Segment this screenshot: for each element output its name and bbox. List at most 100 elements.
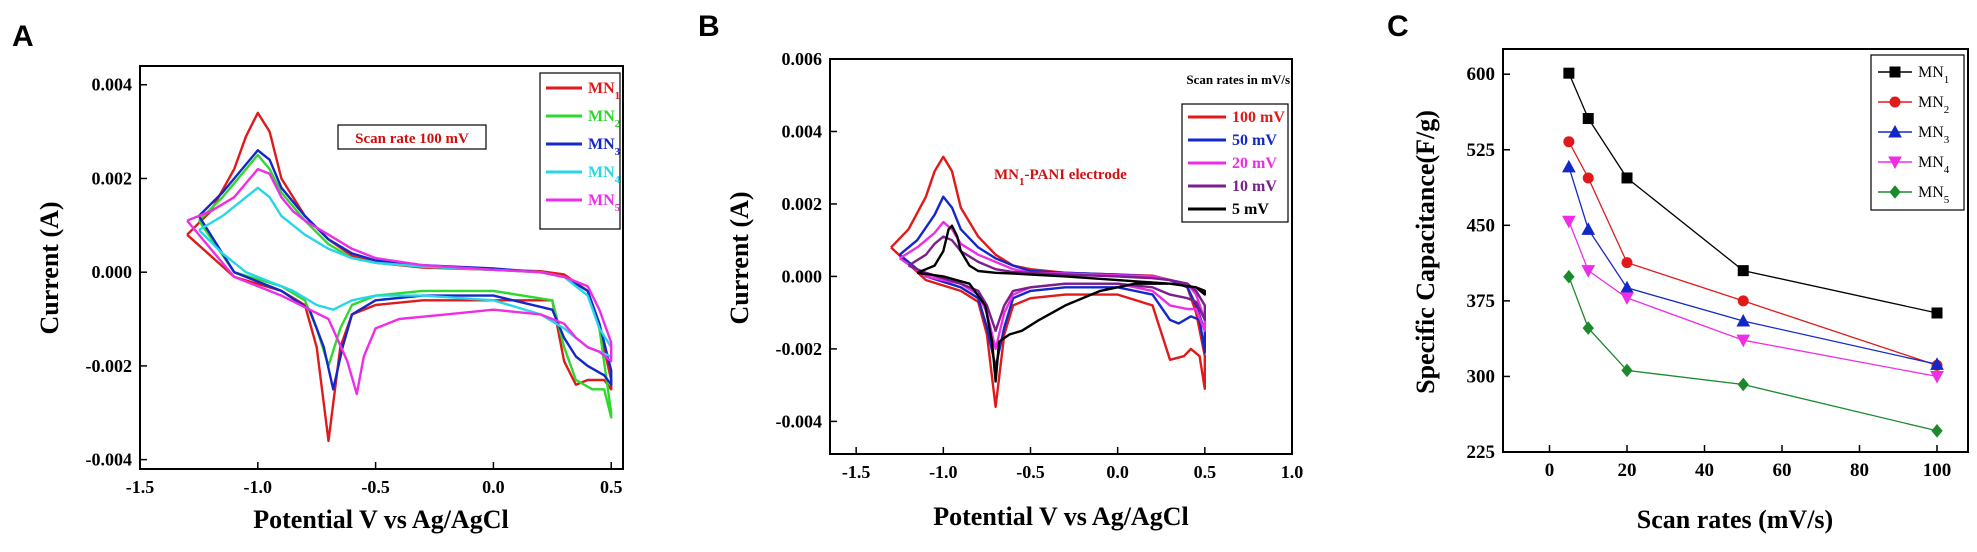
chart-c-legend-marker-4 [1888, 156, 1902, 170]
chart-c-point-5 [1737, 377, 1749, 392]
chart-a-annotation-box: Scan rate 100 mV [337, 124, 487, 150]
chart-c-point-5 [1563, 269, 1575, 284]
chart-a-series [186, 111, 613, 443]
chart-b-annotation-2: MN1-PANI electrode [994, 167, 1127, 188]
chart-c-series-line-5 [1568, 276, 1938, 432]
chart-a-legend-label-2: MN2 [588, 108, 621, 130]
chart-c-xtick-label: 80 [1850, 460, 1869, 481]
chart-a-ytick-label: 0.000 [92, 262, 133, 282]
chart-c-legend-label-1: MN1 [1918, 64, 1949, 86]
chart-a-frame [139, 65, 624, 470]
chart-a-annotation-frame [337, 124, 487, 150]
chart-c-ytick-label: 600 [1467, 64, 1496, 85]
chart-b-ytick-label: 0.004 [782, 121, 823, 141]
chart-b-xtick-label: -1.5 [842, 462, 871, 482]
chart-c-point-1 [1621, 172, 1633, 184]
chart-b-ytick-label: -0.002 [776, 339, 823, 359]
chart-c-ylabel: Specific Capacitance(F/g) [1411, 110, 1440, 394]
chart-b-annotation-2-text: -PANI electrode [1025, 167, 1128, 183]
panel-label-a: A [12, 20, 34, 53]
chart-a-xtick-label: -0.5 [361, 477, 390, 497]
chart-a-ytick-label: 0.004 [92, 75, 133, 95]
chart-a-series-line-5 [186, 167, 613, 396]
chart-b-annotation-2-prefix: MN [994, 167, 1019, 183]
chart-c-point-4 [1930, 370, 1944, 384]
chart-a-ylabel: Current (A) [35, 201, 64, 334]
chart-b-legend-label-1: 100 mV [1232, 109, 1285, 126]
chart-c-ytick-label: 450 [1467, 215, 1496, 236]
chart-c-point-5 [1931, 424, 1943, 438]
chart-c-point-2 [1563, 136, 1575, 148]
chart-c-point-3 [1562, 159, 1576, 173]
chart-b-series-line-1 [890, 155, 1206, 409]
chart-b-series-line-2 [898, 195, 1206, 369]
chart-c-ytick-label: 375 [1467, 291, 1496, 312]
chart-b-xtick-label: -1.0 [929, 462, 958, 482]
chart-c-point-5 [1621, 363, 1633, 378]
chart-c-xtick-label: 40 [1695, 460, 1714, 481]
chart-a-xlabel: Potential V vs Ag/AgCl [253, 505, 508, 534]
chart-b-xlabel: Potential V vs Ag/AgCl [933, 502, 1188, 531]
chart-b-ytick-label: 0.002 [782, 194, 823, 214]
chart-a-ytick-label: 0.002 [92, 168, 133, 188]
chart-a-legend-label-5: MN5 [588, 192, 621, 214]
chart-c-frame [1502, 48, 1969, 453]
chart-a-xtick-label: 0.0 [482, 477, 505, 497]
chart-a: -1.5 -1.0 -0.5 0.0 0.5 -0.004 -0.002 0.000 0.002… [35, 65, 624, 534]
chart-a-xtick-label: -1.0 [244, 477, 273, 497]
chart-b-legend-label-5: 5 mV [1232, 201, 1269, 218]
chart-c-point-1 [1931, 307, 1943, 319]
chart-c-legend-marker-3 [1888, 124, 1902, 138]
chart-a-legend-label-3: MN3 [588, 136, 621, 158]
chart-b-legend: 100 mV 50 mV 20 mV 10 mV 5 mV [1181, 103, 1289, 223]
chart-c-legend-label-3: MN3 [1918, 124, 1950, 146]
panel-label-c: C [1387, 10, 1409, 43]
chart-a-annotation: Scan rate 100 mV [355, 131, 469, 147]
chart-c-legend-marker-2 [1889, 96, 1901, 108]
chart-b-frame [829, 58, 1293, 455]
chart-a-ticks: -1.5 -1.0 -0.5 0.0 0.5 -0.004 -0.002 0.000 0.002… [86, 75, 623, 497]
chart-c-point-4 [1562, 215, 1576, 229]
chart-c-point-2 [1582, 172, 1594, 184]
chart-c-xtick-label: 20 [1618, 460, 1637, 481]
chart-c-xlabel: Scan rates (mV/s) [1637, 505, 1833, 534]
chart-b-ytick-label: 0.000 [782, 266, 823, 286]
panel-label-b: B [698, 10, 720, 43]
chart-c-xtick-label: 100 [1923, 460, 1952, 481]
chart-c: 0 20 40 60 80 100 225 300 375 450 525 600 Scan rate… [1411, 48, 1969, 534]
chart-c-point-5 [1582, 321, 1594, 335]
chart-b-xtick-label: 1.0 [1281, 462, 1304, 482]
chart-a-xtick-label: -1.5 [126, 477, 155, 497]
chart-b-xtick-label: 0.5 [1194, 462, 1217, 482]
chart-c-point-3 [1581, 222, 1596, 235]
chart-b-legend-label-4: 10 mV [1232, 178, 1277, 195]
chart-b-xtick-label: 0.0 [1106, 462, 1129, 482]
chart-c-legend-marker-1 [1889, 66, 1901, 78]
chart-a-xtick-label: 0.5 [600, 477, 623, 497]
chart-a-legend-label-4: MN4 [588, 164, 621, 186]
chart-c-legend: MN1 MN2 MN3 MN4 MN5 [1870, 54, 1965, 211]
chart-a-series-line-2 [197, 153, 613, 419]
chart-b-ylabel: Current (A) [725, 191, 754, 324]
chart-c-point-4 [1736, 334, 1751, 348]
chart-c-xtick-label: 60 [1773, 460, 1792, 481]
chart-c-legend-label-4: MN4 [1918, 154, 1950, 176]
chart-c-ticks: 0 20 40 60 80 100 225 300 375 450 525 600 [1467, 64, 1952, 481]
chart-c-point-2 [1621, 257, 1633, 269]
chart-b-series [890, 155, 1206, 409]
chart-c-legend-marker-5 [1889, 185, 1901, 199]
chart-c-point-3 [1930, 357, 1944, 370]
chart-b-annotation-2-sub: 1 [1019, 176, 1025, 188]
chart-c-legend-label-2: MN2 [1918, 94, 1949, 116]
chart-c-point-1 [1582, 113, 1594, 125]
chart-a-series-line-3 [197, 149, 613, 391]
chart-b-legend-label-3: 20 mV [1232, 155, 1277, 172]
chart-b-ytick-label: 0.006 [782, 49, 823, 69]
chart-a-ytick-label: -0.002 [86, 356, 133, 376]
chart-c-ytick-label: 525 [1467, 140, 1496, 161]
chart-c-point-3 [1620, 280, 1634, 294]
chart-c-point-3 [1736, 313, 1751, 327]
chart-c-legend-label-5: MN5 [1918, 184, 1950, 206]
chart-c-point-4 [1581, 265, 1596, 278]
